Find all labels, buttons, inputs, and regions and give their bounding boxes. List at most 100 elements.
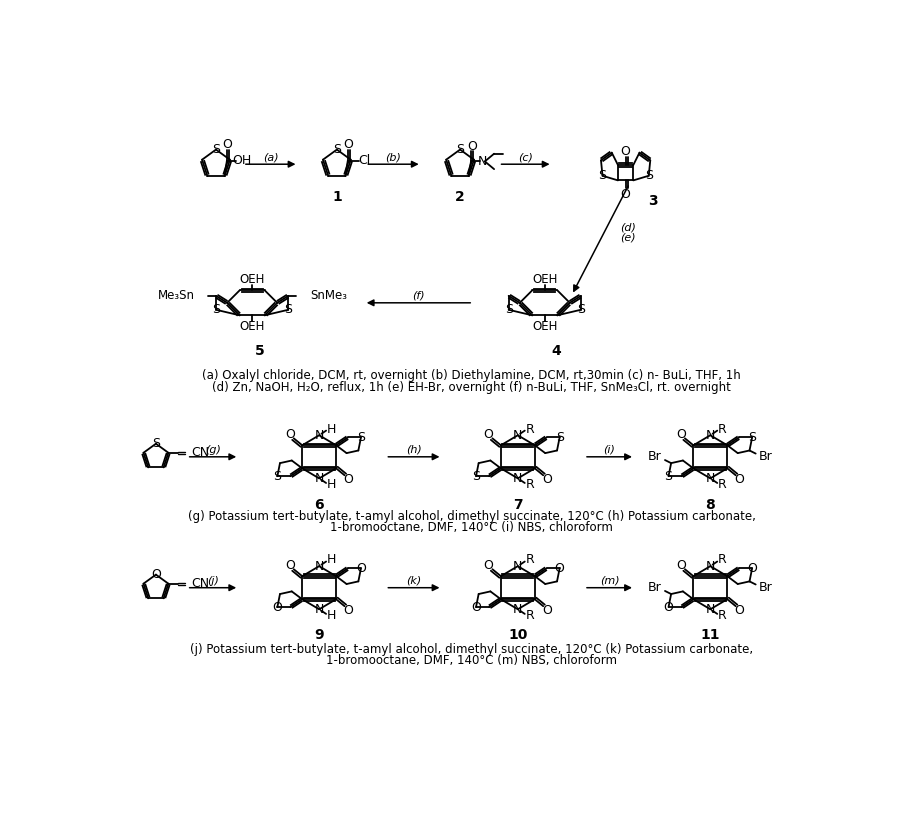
- Text: 1-bromooctane, DMF, 140°C (i) NBS, chloroform: 1-bromooctane, DMF, 140°C (i) NBS, chlor…: [331, 521, 613, 534]
- Text: (j) Potassium tert-butylate, t-amyl alcohol, dimethyl succinate, 120°C (k) Potas: (j) Potassium tert-butylate, t-amyl alco…: [190, 643, 753, 656]
- Text: O: O: [285, 428, 295, 441]
- Text: (a): (a): [262, 152, 278, 162]
- Text: O: O: [621, 145, 631, 158]
- Text: O: O: [223, 138, 233, 151]
- Text: O: O: [285, 559, 295, 572]
- Text: (b): (b): [386, 152, 402, 162]
- Text: (a) Oxalyl chloride, DCM, rt, overnight (b) Diethylamine, DCM, rt,30min (c) n- B: (a) Oxalyl chloride, DCM, rt, overnight …: [203, 370, 741, 383]
- Text: O: O: [344, 472, 354, 486]
- Text: N: N: [314, 429, 324, 442]
- Text: R: R: [526, 554, 534, 566]
- Text: S: S: [212, 303, 220, 316]
- Text: S: S: [555, 431, 564, 444]
- Text: (k): (k): [406, 576, 422, 586]
- Text: (c): (c): [519, 152, 533, 162]
- Text: O: O: [554, 562, 565, 574]
- Text: 1-bromooctane, DMF, 140°C (m) NBS, chloroform: 1-bromooctane, DMF, 140°C (m) NBS, chlor…: [326, 654, 617, 667]
- Text: Br: Br: [759, 450, 773, 463]
- Text: R: R: [526, 478, 534, 491]
- Text: S: S: [285, 303, 292, 316]
- Text: SnMe₃: SnMe₃: [309, 290, 347, 302]
- Text: O: O: [542, 472, 552, 486]
- Text: 8: 8: [705, 498, 716, 512]
- Text: (e): (e): [620, 232, 635, 242]
- Text: 7: 7: [513, 498, 522, 512]
- Text: CN: CN: [192, 577, 210, 590]
- Text: R: R: [718, 478, 727, 491]
- Text: S: S: [152, 437, 160, 450]
- Text: N: N: [513, 560, 522, 573]
- Text: (j): (j): [207, 576, 219, 586]
- Text: O: O: [151, 568, 161, 581]
- Text: Br: Br: [759, 581, 773, 594]
- Text: N: N: [478, 155, 487, 168]
- Text: (i): (i): [603, 445, 615, 455]
- Text: OEH: OEH: [532, 273, 557, 286]
- Text: N: N: [513, 602, 522, 616]
- Text: S: S: [577, 303, 585, 316]
- Text: N: N: [705, 602, 715, 616]
- Text: (h): (h): [406, 445, 422, 455]
- Text: O: O: [676, 428, 686, 441]
- Text: 1: 1: [332, 189, 342, 203]
- Text: S: S: [212, 143, 220, 156]
- Text: S: S: [357, 431, 365, 444]
- Text: R: R: [718, 422, 727, 435]
- Text: N: N: [705, 560, 715, 573]
- Text: O: O: [344, 603, 354, 616]
- Text: (g): (g): [205, 445, 221, 455]
- Text: H: H: [327, 422, 336, 435]
- Text: Br: Br: [648, 450, 662, 463]
- Text: O: O: [676, 559, 686, 572]
- Text: 4: 4: [552, 343, 561, 357]
- Text: OEH: OEH: [239, 273, 265, 286]
- Text: 5: 5: [255, 343, 264, 357]
- Text: 11: 11: [701, 629, 720, 643]
- Text: 2: 2: [455, 189, 465, 203]
- Text: (d): (d): [620, 222, 636, 232]
- Text: O: O: [467, 140, 477, 152]
- Text: (g) Potassium tert-butylate, t-amyl alcohol, dimethyl succinate, 120°C (h) Potas: (g) Potassium tert-butylate, t-amyl alco…: [188, 509, 755, 523]
- Text: H: H: [327, 554, 336, 566]
- Text: OEH: OEH: [239, 319, 265, 332]
- Text: H: H: [327, 478, 336, 491]
- Text: N: N: [705, 472, 715, 485]
- Text: S: S: [332, 143, 341, 156]
- Text: Cl: Cl: [358, 154, 370, 167]
- Text: S: S: [748, 431, 756, 444]
- Text: OH: OH: [233, 154, 252, 167]
- Text: N: N: [513, 472, 522, 485]
- Text: O: O: [484, 559, 494, 572]
- Text: OEH: OEH: [532, 319, 557, 332]
- Text: N: N: [705, 429, 715, 442]
- Text: Me₃Sn: Me₃Sn: [157, 290, 194, 302]
- Text: R: R: [718, 554, 727, 566]
- Text: N: N: [314, 602, 324, 616]
- Text: O: O: [663, 601, 673, 614]
- Text: R: R: [526, 422, 534, 435]
- Text: (d) Zn, NaOH, H₂O, reflux, 1h (e) EH-Br, overnight (f) n-BuLi, THF, SnMe₃Cl, rt.: (d) Zn, NaOH, H₂O, reflux, 1h (e) EH-Br,…: [212, 381, 731, 394]
- Text: Br: Br: [648, 581, 662, 594]
- Text: O: O: [747, 562, 757, 574]
- Text: S: S: [456, 143, 464, 156]
- Text: S: S: [599, 170, 607, 182]
- Text: O: O: [735, 603, 744, 616]
- Text: O: O: [484, 428, 494, 441]
- Text: N: N: [314, 472, 324, 485]
- Text: N: N: [513, 429, 522, 442]
- Text: 9: 9: [314, 629, 324, 643]
- Text: N: N: [314, 560, 324, 573]
- Text: S: S: [505, 303, 513, 316]
- Text: S: S: [645, 170, 653, 182]
- Text: (f): (f): [413, 291, 425, 301]
- Text: O: O: [735, 472, 744, 486]
- Text: H: H: [327, 609, 336, 622]
- Text: O: O: [621, 188, 631, 201]
- Text: S: S: [665, 470, 672, 483]
- Text: O: O: [471, 601, 481, 614]
- Text: O: O: [273, 601, 283, 614]
- Text: 3: 3: [647, 194, 658, 208]
- Text: (m): (m): [600, 576, 619, 586]
- Text: R: R: [718, 609, 727, 622]
- Text: CN: CN: [192, 446, 210, 459]
